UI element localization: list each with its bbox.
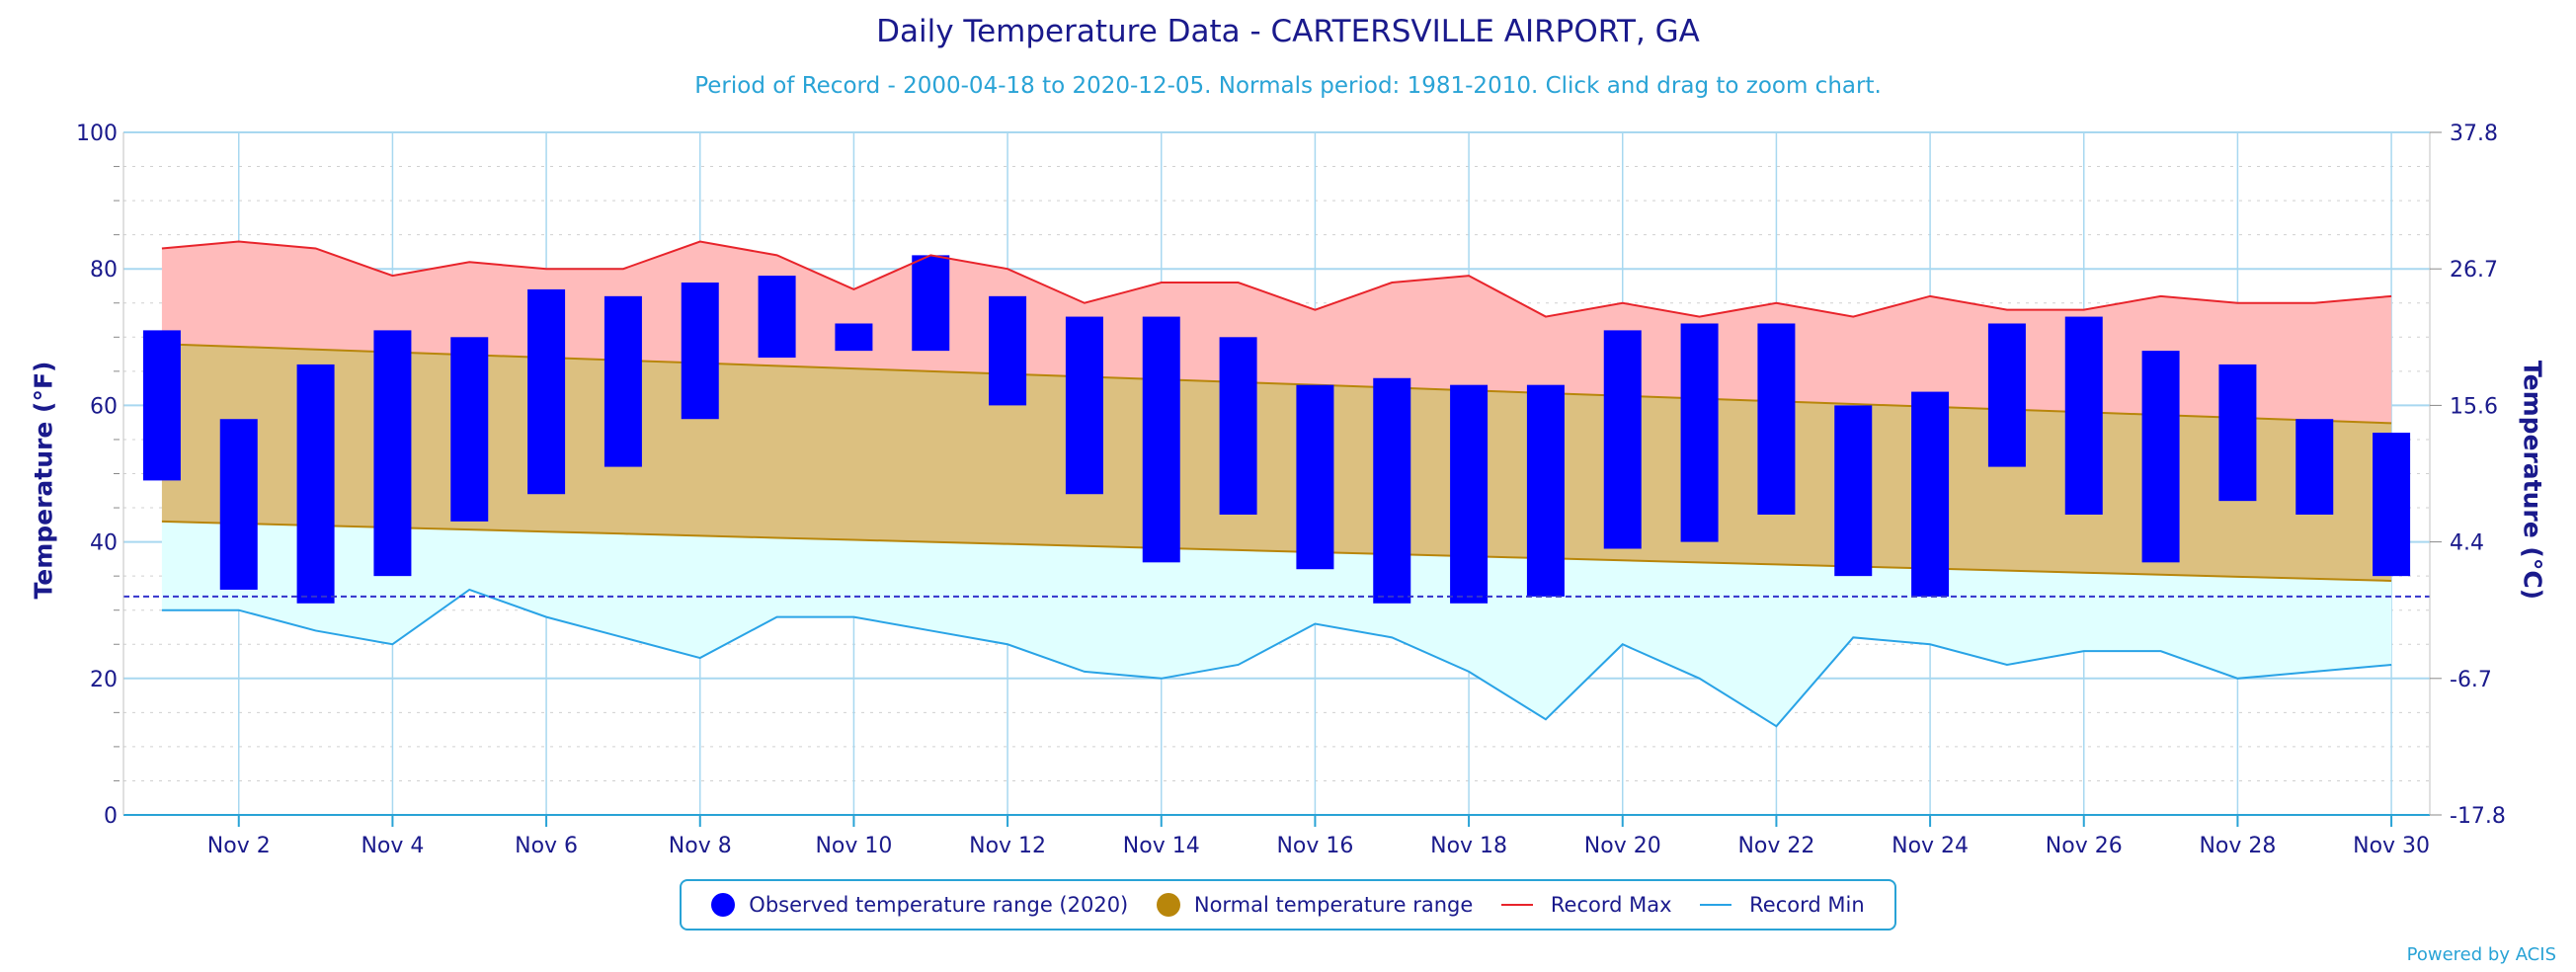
observed-bar[interactable]: [1526, 384, 1565, 597]
x-tick-label: Nov 16: [1276, 834, 1353, 858]
y-tick-label-left: 20: [90, 668, 118, 692]
chart-title: Daily Temperature Data - CARTERSVILLE AI…: [876, 14, 1700, 49]
y-tick-label-right: 4.4: [2450, 531, 2484, 556]
observed-bar[interactable]: [1680, 323, 1719, 542]
observed-bars[interactable]: [142, 255, 2411, 604]
observed-bar[interactable]: [2218, 364, 2257, 502]
y-tick-label-right: 26.7: [2450, 258, 2498, 283]
powered-by-credit[interactable]: Powered by ACIS: [2406, 944, 2556, 965]
normal-range-area: [161, 344, 2392, 581]
legend-item-record-max[interactable]: Record Max: [1500, 893, 1672, 917]
x-tick-label: Nov 2: [207, 834, 271, 858]
record-min-area: [161, 521, 2392, 727]
x-tick-label: Nov 4: [361, 834, 424, 858]
record-max-line-icon: [1500, 904, 1533, 906]
y-tick-label-left: 80: [90, 258, 118, 283]
observed-bar[interactable]: [2141, 351, 2180, 563]
x-tick-label: Nov 14: [1123, 834, 1200, 858]
x-tick-label: Nov 30: [2353, 834, 2430, 858]
normal-low-line: [161, 520, 2392, 582]
observed-bar[interactable]: [1834, 405, 1873, 577]
y-tick-label-right: -17.8: [2450, 804, 2506, 829]
chart-subtitle: Period of Record - 2000-04-18 to 2020-12…: [694, 73, 1882, 99]
observed-bar[interactable]: [835, 323, 873, 352]
observed-bar[interactable]: [989, 295, 1027, 406]
x-tick-label: Nov 6: [515, 834, 578, 858]
x-tick-label: Nov 12: [969, 834, 1046, 858]
y-tick-label-right: 37.8: [2450, 122, 2498, 146]
record-min-line: [161, 588, 2392, 728]
observed-bar[interactable]: [1142, 316, 1180, 563]
y-tick-label-left: 100: [76, 122, 118, 146]
normal-marker-icon: [1156, 893, 1180, 917]
observed-bar[interactable]: [1450, 384, 1489, 604]
y-tick-label-right: 15.6: [2450, 394, 2498, 419]
x-tick-label: Nov 24: [1892, 834, 1969, 858]
y-tick-label-left: 60: [90, 394, 118, 419]
record-max-area: [161, 241, 2392, 424]
legend-label-normal: Normal temperature range: [1193, 893, 1474, 917]
x-tick-label: Nov 26: [2046, 834, 2123, 858]
observed-bar[interactable]: [450, 337, 489, 522]
observed-bar[interactable]: [1373, 377, 1411, 604]
legend-item-observed[interactable]: Observed temperature range (2020): [711, 893, 1128, 917]
record-min-line-icon: [1700, 904, 1732, 906]
observed-bar[interactable]: [296, 364, 335, 604]
y-axis-label-right: Temperature (°C): [2518, 360, 2547, 601]
record-max-line: [161, 240, 2392, 318]
observed-bar[interactable]: [1757, 323, 1796, 515]
legend-label-record-min: Record Min: [1749, 893, 1865, 917]
observed-bar[interactable]: [758, 276, 796, 359]
observed-bar[interactable]: [912, 255, 950, 352]
record-lines: [123, 240, 2430, 728]
y-axis-label-left: Temperature (°F): [29, 361, 58, 600]
y-tick-label-left: 40: [90, 531, 118, 556]
observed-bar[interactable]: [1219, 337, 1257, 515]
x-tick-label: Nov 18: [1430, 834, 1507, 858]
legend-label-record-max: Record Max: [1550, 893, 1672, 917]
observed-bar[interactable]: [219, 419, 258, 590]
observed-bar[interactable]: [681, 283, 719, 420]
range-areas: [161, 241, 2392, 727]
observed-bar[interactable]: [2373, 433, 2411, 577]
observed-bar[interactable]: [527, 288, 566, 495]
observed-bar[interactable]: [2295, 419, 2334, 515]
chart-legend: Observed temperature range (2020) Normal…: [680, 879, 1896, 931]
observed-bar[interactable]: [2064, 316, 2103, 515]
x-tick-label: Nov 28: [2199, 834, 2276, 858]
x-tick-label: Nov 20: [1584, 834, 1661, 858]
legend-label-observed: Observed temperature range (2020): [749, 893, 1129, 917]
observed-bar[interactable]: [1987, 323, 2026, 467]
observed-marker-icon: [711, 893, 736, 917]
observed-bar[interactable]: [142, 330, 181, 481]
y-tick-label-left: 0: [104, 804, 118, 829]
observed-bar[interactable]: [1911, 391, 1950, 597]
axes: 0 -17.8 20 -6.7 40 4.4 60 15.6 80 26.7 100 37.8 Nov …: [76, 122, 2506, 858]
x-tick-label: Nov 8: [669, 834, 732, 858]
observed-bar[interactable]: [1296, 384, 1334, 570]
observed-bar[interactable]: [1603, 330, 1642, 549]
y-tick-label-right: -6.7: [2450, 668, 2492, 692]
observed-bar[interactable]: [604, 295, 642, 467]
legend-item-record-min[interactable]: Record Min: [1700, 893, 1865, 917]
legend-item-normal[interactable]: Normal temperature range: [1156, 893, 1474, 917]
observed-bar[interactable]: [1065, 316, 1103, 495]
observed-bar[interactable]: [373, 330, 412, 577]
x-tick-label: Nov 10: [815, 834, 892, 858]
x-tick-label: Nov 22: [1737, 834, 1814, 858]
